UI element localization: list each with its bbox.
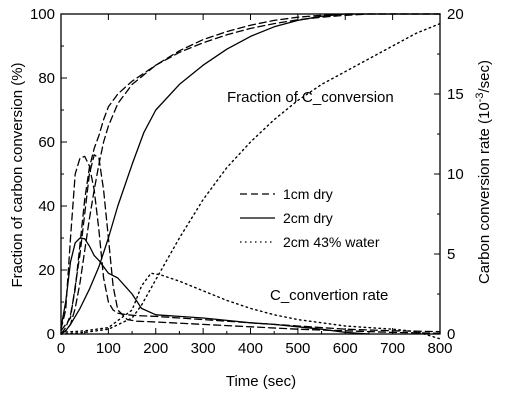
plot-area-border: [60, 13, 441, 335]
legend-label: 2cm 43% water: [283, 234, 380, 250]
x-tick-label: 100: [96, 340, 121, 357]
x-tick-label: 400: [238, 340, 263, 357]
x-tick-label: 700: [380, 340, 405, 357]
y-right-tick-label: 0: [447, 326, 455, 343]
legend-label: 1cm dry: [283, 186, 333, 202]
series-line-fraction-0: [60, 13, 441, 335]
y-left-tick-label: 40: [38, 198, 55, 215]
y-left-tick-label: 80: [38, 70, 55, 87]
svg-text:Carbon conversion rate (10-3/s: Carbon conversion rate (10-3/sec): [474, 60, 493, 284]
series-line-rate-6: [60, 237, 370, 335]
ticks: 0 100 200 300 400 500 600 700 800020406080100051…: [30, 6, 464, 357]
x-tick-label: 600: [333, 340, 358, 357]
legend-label: 2cm dry: [283, 210, 333, 226]
series-line-rate-7: [60, 272, 441, 340]
y-axis-right-title-exp: -3: [474, 92, 486, 102]
series-line-fraction-1: [60, 13, 441, 335]
annotation-fraction: Fraction of C_conversion: [227, 89, 394, 106]
x-axis-title: Time (sec): [226, 373, 296, 390]
plot-frame: [60, 13, 441, 335]
legend: 1cm dry 2cm dry 2cm 43% water: [240, 186, 380, 250]
x-tick-label: 800: [427, 340, 452, 357]
x-tick-label: 300: [191, 340, 216, 357]
y-left-tick-label: 20: [38, 262, 55, 279]
series-line-fraction-2: [60, 13, 441, 335]
series-line-rate-5: [60, 154, 441, 334]
y-left-tick-label: 100: [30, 6, 55, 23]
y-axis-left-title: Fraction of carbon conversion (%): [9, 62, 26, 287]
y-right-tick-label: 20: [447, 6, 464, 23]
x-tick-label: 500: [285, 340, 310, 357]
x-tick-label: 0: [57, 340, 65, 357]
y-axis-right-title-main: Carbon conversion rate (10: [476, 102, 493, 284]
y-right-tick-label: 10: [447, 166, 464, 183]
y-axis-right-title-unit: /sec): [476, 60, 493, 93]
annotation-rate: C_convertion rate: [270, 287, 388, 304]
series-layer: [60, 13, 441, 340]
x-tick-label: 200: [143, 340, 168, 357]
y-axis-right-title: Carbon conversion rate (10-3/sec): [474, 60, 493, 284]
y-left-tick-label: 60: [38, 134, 55, 151]
series-line-rate-4: [60, 155, 441, 333]
y-right-tick-label: 5: [447, 246, 455, 263]
y-right-tick-label: 15: [447, 86, 464, 103]
y-left-tick-label: 0: [47, 326, 55, 343]
